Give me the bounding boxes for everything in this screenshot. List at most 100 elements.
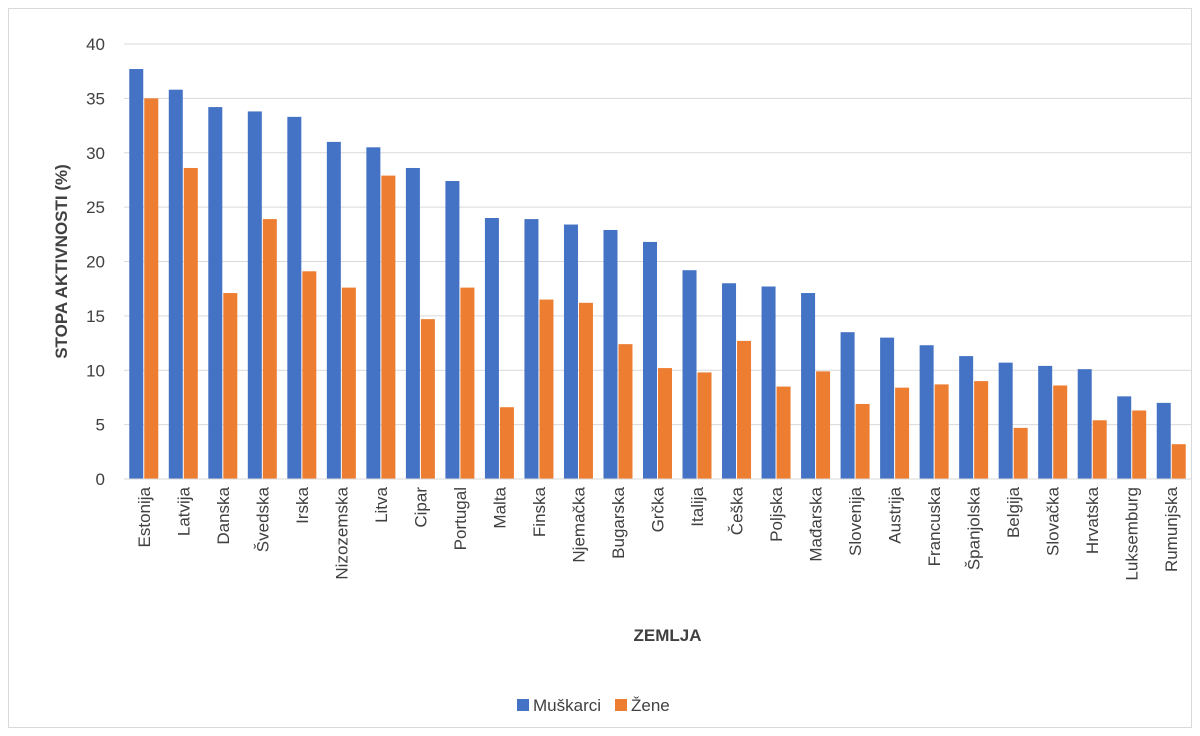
legend-label-muskarci: Muškarci [533, 696, 601, 715]
bar-zene [1053, 385, 1068, 479]
bar-zene [816, 371, 831, 479]
bar-muskarci [247, 111, 262, 480]
x-tick-label: Litva [372, 486, 391, 522]
bar-zene [1171, 444, 1186, 479]
bars [129, 69, 1186, 480]
bar-zene [895, 387, 910, 479]
bar-zene [144, 98, 159, 479]
bar-zene [539, 299, 554, 479]
x-tick-label: Slovenija [846, 486, 865, 556]
bar-muskarci [722, 283, 737, 479]
bar-muskarci [1038, 365, 1053, 479]
x-tick-label: Luksemburg [1123, 487, 1142, 581]
bar-muskarci [524, 219, 539, 479]
bar-muskarci [1117, 396, 1132, 479]
bar-zene [697, 372, 712, 479]
gridlines [124, 43, 1191, 426]
y-tick-label: 5 [96, 416, 105, 435]
x-tick-label: Hrvatska [1083, 486, 1102, 554]
x-tick-label: Cipar [411, 487, 430, 528]
bar-zene [974, 381, 989, 479]
y-tick-label: 35 [86, 89, 105, 108]
bar-zene [302, 271, 317, 479]
bar-muskarci [563, 224, 578, 479]
x-axis-title: ZEMLJA [634, 626, 702, 645]
x-tick-label: Austrija [886, 486, 905, 543]
x-tick-label: Nizozemska [332, 486, 351, 579]
y-tick-label: 0 [96, 470, 105, 489]
x-tick-label: Švedska [253, 486, 272, 552]
bar-muskarci [840, 332, 855, 479]
bar-muskarci [880, 337, 895, 479]
bar-zene [658, 368, 672, 479]
bar-muskarci [326, 141, 341, 479]
y-tick-label: 20 [86, 253, 105, 272]
bar-muskarci [445, 181, 460, 479]
bar-zene [578, 302, 593, 479]
x-tick-label: Estonija [135, 486, 154, 547]
bar-zene [855, 403, 870, 479]
bar-zene [420, 319, 435, 479]
bar-zene [934, 384, 949, 479]
bar-zene [499, 407, 514, 479]
legend-swatch-muskarci [517, 699, 529, 711]
bar-muskarci [603, 229, 618, 479]
y-tick-label: 40 [86, 35, 105, 54]
chart-frame: 0 5 10 15 20 25 30 35 40 Estonija Latvija Danska Šv… [8, 8, 1192, 728]
y-tick-label: 25 [86, 198, 105, 217]
x-tick-label: Poljska [767, 486, 786, 541]
x-tick-label: Portugal [451, 487, 470, 550]
bar-zene [223, 293, 238, 479]
bar-muskarci [484, 218, 499, 479]
x-tick-label: Latvija [174, 486, 193, 536]
bar-muskarci [801, 293, 816, 479]
y-tick-label: 30 [86, 144, 105, 163]
x-tick-label: Belgija [1004, 486, 1023, 538]
bar-muskarci [1156, 402, 1171, 479]
x-tick-label: Slovačka [1044, 486, 1063, 556]
bar-muskarci [287, 116, 302, 480]
x-tick-label: Irska [293, 486, 312, 523]
bar-zene [183, 167, 198, 479]
bar-muskarci [405, 167, 420, 479]
bar-zene [381, 175, 396, 479]
y-tick-label: 15 [86, 307, 105, 326]
y-tick-label: 10 [86, 361, 105, 380]
bar-chart: 0 5 10 15 20 25 30 35 40 Estonija Latvija Danska Šv… [52, 35, 1191, 715]
bar-muskarci [366, 147, 381, 479]
legend: Muškarci Žene [517, 696, 670, 715]
bar-muskarci [682, 270, 697, 479]
y-axis-ticks: 0 5 10 15 20 25 30 35 40 [86, 35, 105, 489]
bar-zene [341, 287, 356, 479]
bar-zene [1013, 427, 1028, 479]
bar-zene [1132, 410, 1147, 479]
x-tick-label: Češka [728, 486, 747, 535]
y-axis-title: STOPA AKTIVNOSTI (%) [52, 164, 71, 359]
bar-zene [460, 287, 475, 479]
bar-muskarci [208, 107, 223, 479]
bar-zene [737, 340, 752, 479]
x-tick-label: Njemačka [569, 486, 588, 562]
bar-muskarci [643, 241, 657, 479]
x-tick-label: Francuska [925, 486, 944, 566]
legend-label-zene: Žene [631, 696, 670, 715]
x-tick-label: Španjolska [965, 486, 984, 570]
bar-zene [262, 219, 277, 479]
bar-zene [1092, 420, 1107, 479]
bar-muskarci [761, 286, 776, 479]
x-axis-ticks: Estonija Latvija Danska Švedska Irska Nizozem… [135, 486, 1181, 580]
x-tick-label: Malta [490, 486, 509, 528]
bar-muskarci [919, 345, 934, 479]
x-tick-label: Finska [530, 486, 549, 537]
x-tick-label: Rumunjska [1162, 486, 1181, 572]
bar-zene [618, 344, 633, 479]
x-tick-label: Danska [214, 486, 233, 544]
bar-zene [776, 386, 791, 479]
x-tick-label: Grčka [649, 486, 668, 532]
x-tick-label: Italija [688, 486, 707, 526]
bar-muskarci [1077, 369, 1092, 479]
x-tick-label: Mađarska [807, 486, 826, 561]
bar-muskarci [168, 89, 183, 480]
legend-swatch-zene [615, 699, 627, 711]
bar-muskarci [129, 69, 144, 479]
